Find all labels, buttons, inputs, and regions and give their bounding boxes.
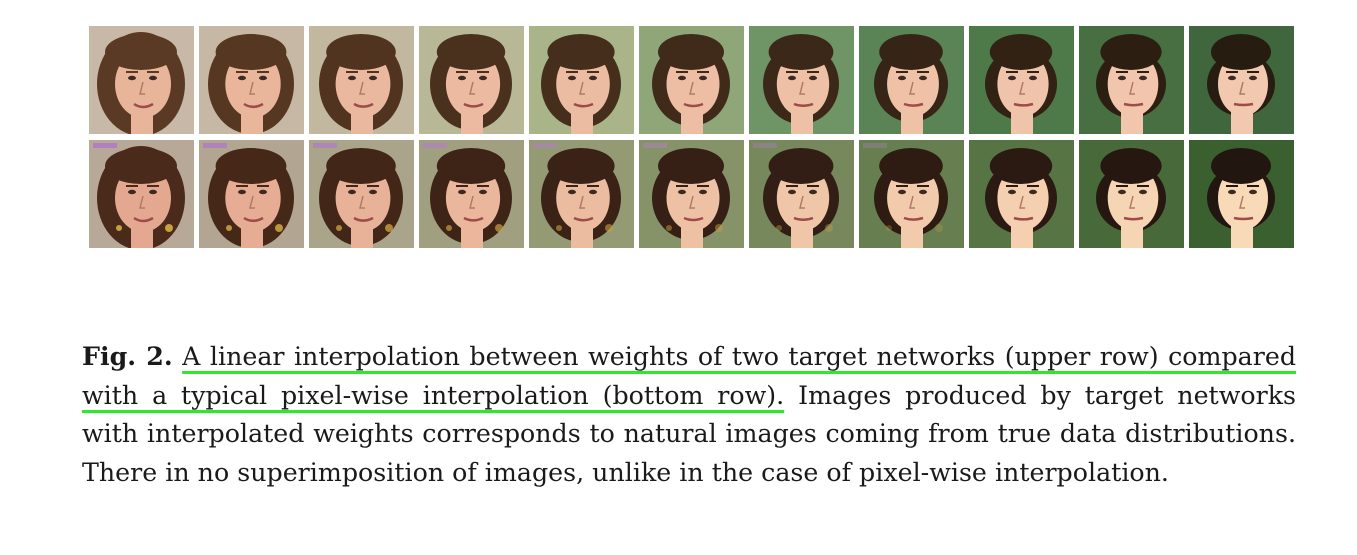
- upper-face-frame: [419, 26, 524, 134]
- upper-face-frame: [969, 26, 1074, 134]
- upper-face-frame: [309, 26, 414, 134]
- lower-face-frame: [639, 140, 744, 248]
- upper-face-frame: [749, 26, 854, 134]
- lower-face-frame: [529, 140, 634, 248]
- lower-face-frame: [309, 140, 414, 248]
- upper-face-frame: [1079, 26, 1184, 134]
- upper-face-frame: [199, 26, 304, 134]
- upper-row: [89, 26, 1294, 134]
- lower-face-frame: [419, 140, 524, 248]
- lower-face-frame: [859, 140, 964, 248]
- lower-face-frame: [89, 140, 194, 248]
- bottom-row: [89, 140, 1294, 248]
- lower-face-frame: [749, 140, 854, 248]
- lower-face-frame: [1189, 140, 1294, 248]
- upper-face-frame: [89, 26, 194, 134]
- figure-caption: Fig. 2. A linear interpolation between w…: [82, 337, 1296, 492]
- upper-face-frame: [529, 26, 634, 134]
- upper-face-frame: [1189, 26, 1294, 134]
- lower-face-frame: [969, 140, 1074, 248]
- lower-face-frame: [1079, 140, 1184, 248]
- interpolation-figure: [89, 26, 1294, 248]
- upper-face-frame: [859, 26, 964, 134]
- upper-face-frame: [639, 26, 744, 134]
- caption-label: Fig. 2.: [82, 341, 173, 371]
- lower-face-frame: [199, 140, 304, 248]
